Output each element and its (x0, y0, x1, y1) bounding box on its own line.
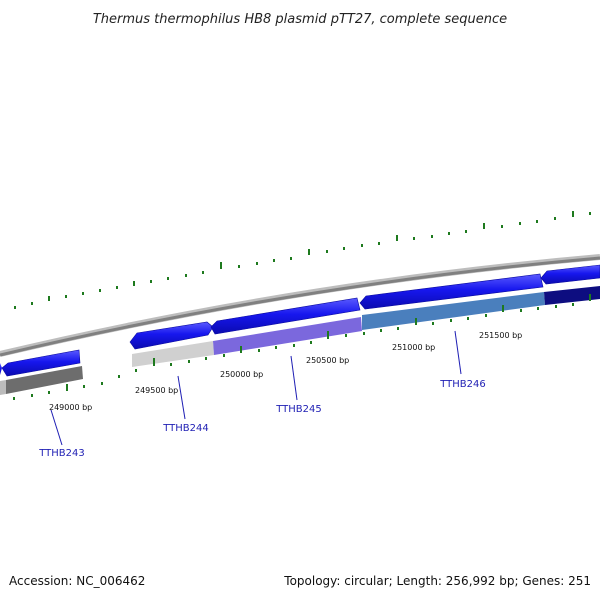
scale-label-250000: 250000 bp (220, 370, 263, 379)
map-title: Thermus thermophilus HB8 plasmid pTT27, … (93, 12, 507, 27)
cds-arrow[interactable] (0, 363, 2, 375)
cds-arrow[interactable] (210, 297, 361, 335)
gene-block-tthb244[interactable] (132, 341, 214, 367)
plasmid-backbone-core (0, 256, 600, 357)
gene-labels: TTHB243 TTHB244 TTHB245 TTHB246 (38, 379, 486, 459)
gene-track (0, 286, 600, 395)
gene-label-tthb244[interactable]: TTHB244 (162, 423, 209, 434)
gene-block-next[interactable] (544, 286, 600, 305)
gene-label-tthb246[interactable]: TTHB246 (439, 379, 486, 390)
gene-block-tthb243[interactable] (6, 366, 83, 394)
cds-arrow[interactable] (359, 273, 544, 310)
scale-label-251500: 251500 bp (479, 331, 522, 340)
scale-label-249000: 249000 bp (49, 403, 92, 412)
inner-tick-ring (13, 294, 591, 400)
topology-summary-text: Topology: circular; Length: 256,992 bp; … (284, 574, 591, 588)
scale-label-249500: 249500 bp (135, 386, 178, 395)
scale-labels: 249000 bp 249500 bp 250000 bp 250500 bp … (49, 331, 522, 412)
scale-label-251000: 251000 bp (392, 343, 435, 352)
gene-label-tthb245[interactable]: TTHB245 (275, 404, 322, 415)
gene-block-tthb246[interactable] (362, 292, 545, 330)
scale-label-250500: 250500 bp (306, 356, 349, 365)
gene-label-tthb243[interactable]: TTHB243 (38, 448, 85, 459)
cds-arrow[interactable] (540, 264, 600, 285)
gene-block-tthb243-left[interactable] (0, 380, 6, 395)
accession-text: Accession: NC_006462 (9, 574, 146, 588)
gene-leader-lines (50, 330, 462, 446)
forward-cds-track (0, 264, 600, 377)
gene-block-tthb245[interactable] (213, 317, 362, 355)
cds-arrow[interactable] (1, 349, 81, 377)
outer-tick-ring (14, 211, 591, 309)
